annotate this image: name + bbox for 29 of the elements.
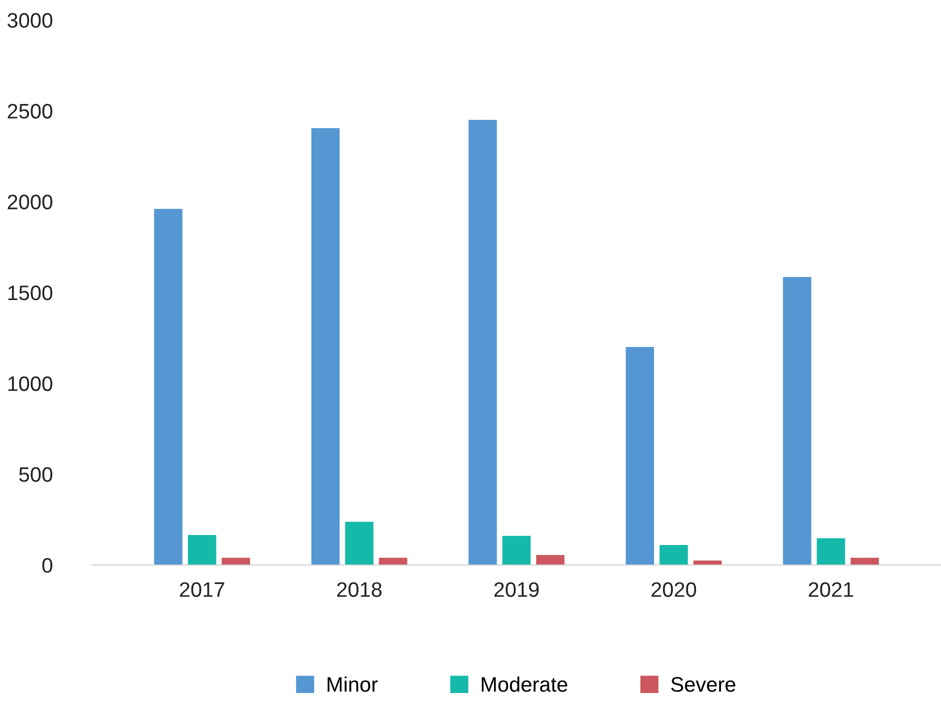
y-tick-label: 500 xyxy=(19,467,52,482)
x-tick-label: 2020 xyxy=(652,582,696,597)
y-tick-label: 1000 xyxy=(8,376,52,392)
y-tick-label: 0 xyxy=(42,558,52,573)
y-tick-label: 1500 xyxy=(8,286,52,300)
bar xyxy=(222,558,250,565)
x-tick-label: 2018 xyxy=(337,582,382,597)
y-tick-label: 2000 xyxy=(8,194,52,210)
y-tick-label: 3000 xyxy=(8,13,52,28)
bar xyxy=(782,277,812,565)
bar xyxy=(536,555,564,565)
bar xyxy=(188,535,216,565)
x-tick-label: 2019 xyxy=(494,582,539,597)
bar xyxy=(345,522,374,565)
bar xyxy=(311,128,340,565)
bar xyxy=(502,536,531,565)
bar xyxy=(660,545,688,565)
x-tick-label: 2017 xyxy=(180,582,224,597)
legend-label: Severe xyxy=(671,677,736,692)
bar xyxy=(816,538,846,565)
y-tick-label: 2500 xyxy=(8,104,52,119)
bar xyxy=(626,347,654,565)
legend-label: Minor xyxy=(328,676,378,692)
bar xyxy=(850,558,879,565)
bar xyxy=(468,120,497,565)
bar xyxy=(154,208,182,565)
legend-label: Moderate xyxy=(482,676,568,692)
bar xyxy=(378,558,408,565)
x-tick-label: 2021 xyxy=(808,582,854,597)
